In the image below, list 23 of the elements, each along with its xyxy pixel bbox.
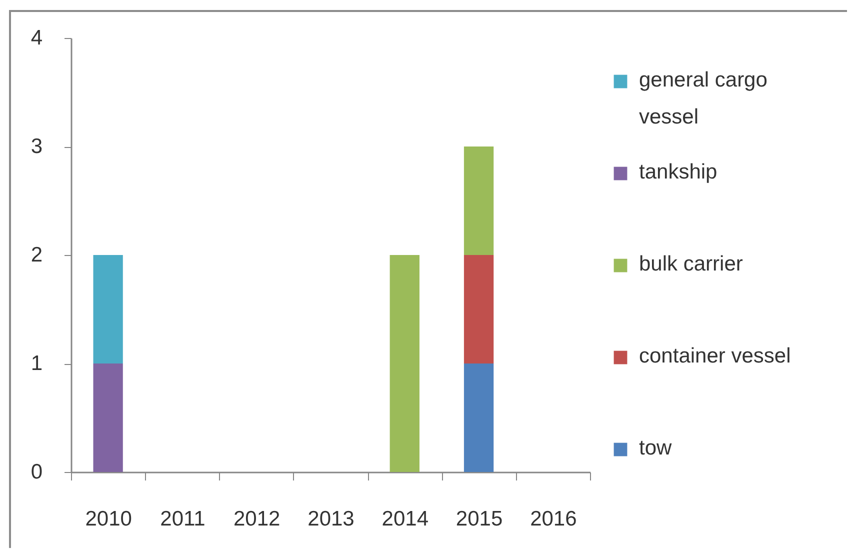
- bar: [93, 255, 123, 364]
- legend-label: general cargo vessel: [639, 68, 768, 128]
- x-tick-label: 2014: [382, 508, 429, 530]
- y-tick-label: 1: [30, 352, 42, 375]
- y-tick-label: 4: [30, 26, 43, 50]
- bar: [464, 146, 494, 255]
- bar: [464, 364, 494, 472]
- legend-label: container vessel: [639, 344, 791, 368]
- x-tick-label: 2016: [530, 508, 577, 530]
- x-tick-label: 2015: [456, 508, 503, 530]
- bar: [464, 255, 494, 364]
- bar: [390, 255, 420, 472]
- x-tick-label: 2013: [308, 508, 354, 530]
- legend-label: tow: [639, 436, 673, 460]
- legend-label: tankship: [639, 160, 718, 184]
- y-tick-label: 3: [30, 135, 42, 158]
- bar: [93, 364, 123, 472]
- x-tick-label: 2012: [234, 508, 280, 530]
- legend-label: bulk carrier: [639, 252, 743, 276]
- x-tick-label: 2010: [85, 508, 132, 530]
- y-tick-label: 0: [30, 460, 42, 484]
- x-tick-label: 2011: [160, 508, 206, 530]
- y-tick-label: 2: [30, 244, 42, 266]
